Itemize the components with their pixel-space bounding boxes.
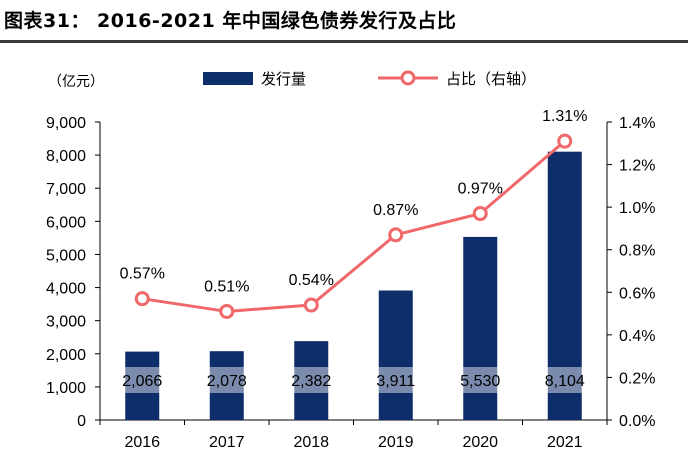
y-left-tick-label: 5,000 xyxy=(46,247,86,264)
bar-label-bg xyxy=(367,367,424,393)
x-tick-label: 2021 xyxy=(547,434,583,451)
bar xyxy=(547,151,582,421)
y-right-tick-label: 0.2% xyxy=(619,370,655,387)
ratio-value-label: 0.54% xyxy=(289,272,334,289)
ratio-value-label: 0.57% xyxy=(120,266,165,283)
y-left-tick-label: 1,000 xyxy=(46,380,86,397)
y-left-tick-label: 9,000 xyxy=(46,115,86,132)
bar xyxy=(378,290,413,420)
y-left-tick-label: 4,000 xyxy=(46,281,86,298)
left-axis-unit: （亿元） xyxy=(48,74,104,90)
y-left-tick-label: 8,000 xyxy=(46,148,86,165)
x-tick-label: 2020 xyxy=(462,434,498,451)
x-tick-label: 2018 xyxy=(293,434,329,451)
bar-value-label: 5,530 xyxy=(460,373,500,390)
legend: 发行量 占比（右轴） xyxy=(203,70,536,88)
y-right-tick-label: 0.0% xyxy=(619,413,655,430)
bar xyxy=(209,351,244,420)
ratio-point xyxy=(472,206,488,222)
ratio-value-label: 0.87% xyxy=(373,202,418,219)
bar-value-label: 2,382 xyxy=(291,373,331,390)
y-right-tick-label: 1.4% xyxy=(619,115,655,132)
ratio-line-path xyxy=(142,140,566,313)
bar-labels: 2,066 2,078 2,382 3,911 5,530 8,104 xyxy=(114,367,593,393)
bar-value-label: 2,078 xyxy=(207,373,247,390)
ratio-value-label: 0.51% xyxy=(204,278,249,295)
y-left-tick-label: 2,000 xyxy=(46,347,86,364)
y-left-tick-label: 6,000 xyxy=(46,214,86,231)
bar-value-label: 3,911 xyxy=(376,373,415,390)
ratio-value-label: 0.97% xyxy=(458,181,503,198)
bar xyxy=(294,341,329,420)
bar xyxy=(463,236,498,420)
ratio-value-label: 1.31% xyxy=(542,108,587,125)
legend-line-marker xyxy=(400,70,416,86)
ratio-line: 0.57% 0.51% 0.54% 0.87% 0.97% 1.31% xyxy=(120,108,587,319)
legend-bar-label: 发行量 xyxy=(261,70,306,88)
ratio-point xyxy=(557,133,573,149)
ratio-point xyxy=(219,303,235,319)
y-right-tick-label: 0.4% xyxy=(619,328,655,345)
bars xyxy=(125,151,582,421)
bar-value-label: 2,066 xyxy=(122,373,162,390)
title-rule xyxy=(0,40,688,43)
y-left-tick-label: 3,000 xyxy=(46,314,86,331)
ratio-point xyxy=(134,291,150,307)
bar-label-bg xyxy=(198,367,255,393)
y-right-tick-label: 1.2% xyxy=(619,158,655,175)
y-left-tick-label: 0 xyxy=(77,413,86,430)
bar-label-bg xyxy=(536,367,593,393)
ratio-point xyxy=(303,297,319,313)
legend-bar-swatch xyxy=(203,72,253,85)
x-tick-label: 2019 xyxy=(378,434,414,451)
y-right-tick-label: 1.0% xyxy=(619,200,655,217)
bar-value-label: 8,104 xyxy=(545,373,585,390)
bar xyxy=(125,351,160,420)
bar-label-bg xyxy=(283,367,340,393)
legend-line-label: 占比（右轴） xyxy=(446,70,536,88)
bar-label-bg xyxy=(114,367,171,393)
axes: 0 1,000 2,000 3,000 4,000 5,000 6,000 7,000 8,00… xyxy=(46,115,656,451)
y-right-tick-label: 0.6% xyxy=(619,285,655,302)
x-tick-label: 2016 xyxy=(124,434,160,451)
y-right-tick-label: 0.8% xyxy=(619,243,655,260)
x-tick-label: 2017 xyxy=(209,434,245,451)
figure-title: 图表31： 2016-2021 年中国绿色债券发行及占比 xyxy=(4,10,457,32)
ratio-point xyxy=(388,227,404,243)
bar-label-bg xyxy=(452,367,509,393)
y-left-tick-label: 7,000 xyxy=(46,181,86,198)
